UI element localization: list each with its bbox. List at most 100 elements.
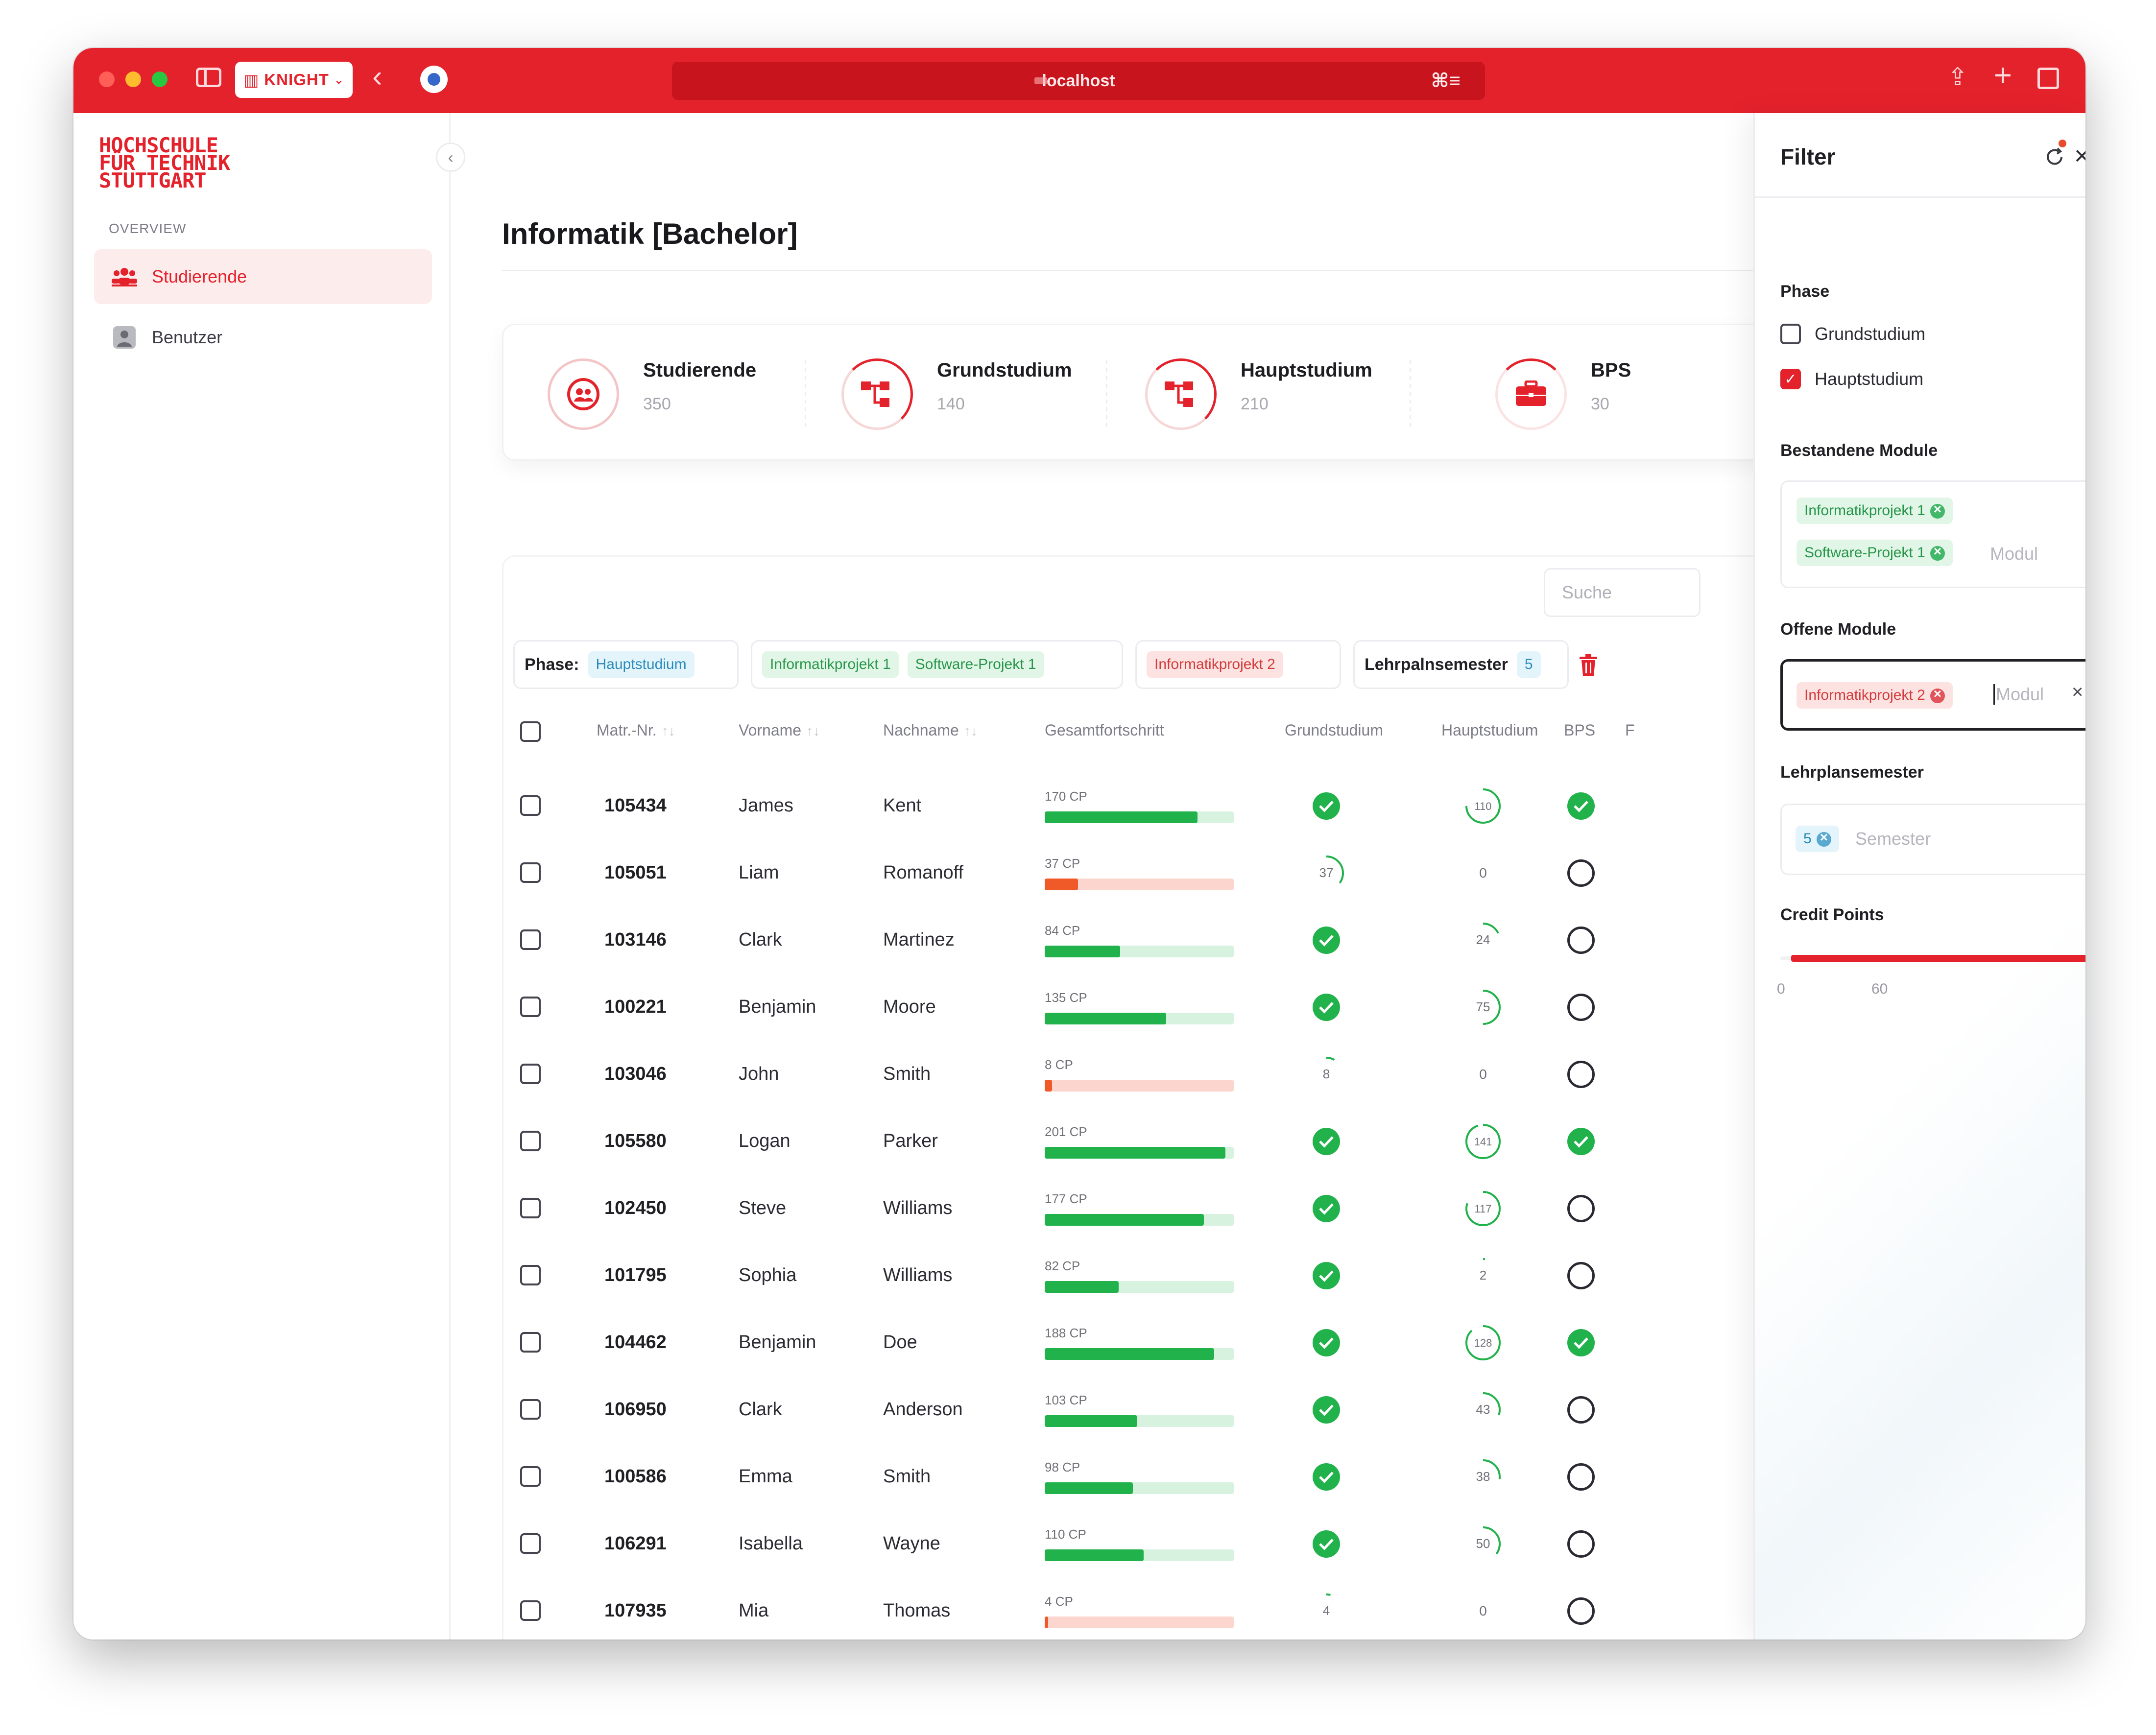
- phase-option-hauptstudium[interactable]: ✓ Hauptstudium: [1780, 369, 1923, 389]
- column-header-vorname[interactable]: Vorname ↑↓: [739, 721, 820, 739]
- module-chip[interactable]: Software-Projekt 1: [1797, 540, 1953, 566]
- sort-icon[interactable]: ↑↓: [661, 723, 675, 738]
- grundstudium-cell: [1297, 1242, 1356, 1309]
- open-circle-icon[interactable]: [1567, 1194, 1595, 1222]
- chip-remove-icon[interactable]: [1930, 686, 1945, 704]
- table-row[interactable]: 103146 Clark Martinez 84 CP 24: [503, 906, 1753, 974]
- phase-option-grundstudium[interactable]: Grundstudium: [1780, 324, 1925, 344]
- table-row[interactable]: 105434 James Kent 170 CP 110: [503, 772, 1753, 839]
- search-input[interactable]: Suche: [1544, 568, 1701, 617]
- column-header-more[interactable]: F: [1625, 721, 1635, 739]
- row-checkbox[interactable]: [520, 929, 541, 950]
- extension-icon[interactable]: [420, 66, 448, 93]
- progress-ring-arc: [1309, 1593, 1344, 1629]
- semester-select[interactable]: 5 Semester ⌄: [1780, 804, 2085, 875]
- row-checkbox[interactable]: [520, 1600, 541, 1621]
- progress-ring: 50: [1465, 1526, 1501, 1562]
- table-row[interactable]: 103046 John Smith 8 CP 8 0: [503, 1041, 1753, 1108]
- tab-overview-icon[interactable]: [2037, 68, 2059, 89]
- open-circle-icon[interactable]: [1567, 1261, 1595, 1289]
- open-circle-icon[interactable]: [1567, 1597, 1595, 1625]
- open-circle-icon[interactable]: [1567, 1396, 1595, 1424]
- clear-icon[interactable]: ×: [2072, 681, 2084, 703]
- active-filter-open-modules[interactable]: Informatikprojekt 2: [1135, 640, 1341, 689]
- module-chip[interactable]: Informatikprojekt 1: [1797, 498, 1953, 524]
- progress-track: [1045, 811, 1234, 823]
- address-bar[interactable]: localhost ⌘≡: [672, 62, 1485, 100]
- select-all-checkbox[interactable]: [520, 721, 541, 742]
- trash-icon[interactable]: [1579, 654, 1598, 676]
- row-checkbox[interactable]: [520, 1265, 541, 1285]
- profile-switcher[interactable]: ▥ KNIGHT ⌄: [235, 62, 353, 98]
- open-circle-icon[interactable]: [1567, 1530, 1595, 1558]
- semester-chip[interactable]: 5: [1796, 826, 1839, 852]
- share-icon[interactable]: ⇪: [1947, 63, 1968, 91]
- column-header-bps[interactable]: BPS: [1564, 721, 1595, 739]
- sort-icon[interactable]: ↑↓: [963, 723, 978, 738]
- reset-icon[interactable]: [2044, 146, 2065, 168]
- table-row[interactable]: 100221 Benjamin Moore 135 CP 75: [503, 974, 1753, 1041]
- column-header-hauptstudium[interactable]: Hauptstudium: [1441, 721, 1538, 739]
- column-header-nachname[interactable]: Nachname ↑↓: [883, 721, 978, 739]
- table-row[interactable]: 100586 Emma Smith 98 CP 38: [503, 1443, 1753, 1510]
- table-row[interactable]: 107935 Mia Thomas 4 CP 4 0: [503, 1577, 1753, 1640]
- table-row[interactable]: 106291 Isabella Wayne 110 CP 50: [503, 1510, 1753, 1577]
- checkbox-checked[interactable]: ✓: [1780, 369, 1801, 389]
- column-header-gesamtfortschritt[interactable]: Gesamtfortschritt: [1045, 721, 1164, 739]
- chip-remove-icon[interactable]: [1930, 544, 1945, 561]
- row-checkbox[interactable]: [520, 1064, 541, 1084]
- table-row[interactable]: 105051 Liam Romanoff 37 CP 37 0: [503, 839, 1753, 906]
- stat-value: 210: [1241, 395, 1269, 413]
- open-circle-icon[interactable]: [1567, 1463, 1595, 1491]
- sidebar-toggle-icon[interactable]: [196, 68, 221, 87]
- table-row[interactable]: 102450 Steve Williams 177 CP 117: [503, 1175, 1753, 1242]
- back-arrow-icon[interactable]: ‹: [372, 60, 383, 94]
- maximize-window-button[interactable]: [152, 71, 168, 87]
- hft-logo[interactable]: HOCHSCHULE FÜR TECHNIK STUTTGART: [99, 135, 230, 191]
- open-circle-icon[interactable]: [1567, 993, 1595, 1021]
- table-row[interactable]: 105580 Logan Parker 201 CP 141: [503, 1108, 1753, 1175]
- row-checkbox[interactable]: [520, 997, 541, 1017]
- table-row[interactable]: 101795 Sophia Williams 82 CP 2: [503, 1242, 1753, 1309]
- row-checkbox[interactable]: [520, 1399, 541, 1420]
- credit-points-slider[interactable]: [1780, 955, 2085, 962]
- minimize-window-button[interactable]: [125, 71, 141, 87]
- row-checkbox[interactable]: [520, 862, 541, 883]
- bps-cell: [1557, 1108, 1605, 1175]
- open-circle-icon[interactable]: [1567, 926, 1595, 954]
- row-checkbox[interactable]: [520, 1533, 541, 1554]
- sidebar-item-label: Benutzer: [152, 327, 223, 347]
- active-filter-phase[interactable]: Phase: Hauptstudium: [513, 640, 739, 689]
- sidebar-item-benutzer[interactable]: Benutzer: [94, 310, 432, 365]
- passed-modules-select[interactable]: Informatikprojekt 1 Software-Projekt 1 M…: [1780, 480, 2085, 588]
- row-checkbox[interactable]: [520, 1198, 541, 1218]
- open-circle-icon[interactable]: [1567, 859, 1595, 887]
- open-modules-select[interactable]: Informatikprojekt 2 Modul × ⌄: [1780, 659, 2085, 731]
- checkbox[interactable]: [1780, 324, 1801, 344]
- chip-remove-icon[interactable]: [1816, 830, 1831, 847]
- module-chip[interactable]: Informatikprojekt 2: [1797, 682, 1953, 709]
- translate-icon[interactable]: ⌘≡: [1431, 70, 1461, 92]
- active-filter-passed-modules[interactable]: Informatikprojekt 1 Software-Projekt 1: [751, 640, 1123, 689]
- table-row[interactable]: 104462 Benjamin Doe 188 CP 128: [503, 1309, 1753, 1376]
- active-filter-semester[interactable]: Lehrpalnsemester 5: [1353, 640, 1569, 689]
- row-checkbox[interactable]: [520, 1332, 541, 1353]
- first-name-cell: Mia: [739, 1600, 769, 1621]
- sort-icon[interactable]: ↑↓: [806, 723, 820, 738]
- new-tab-icon[interactable]: +: [1993, 57, 2012, 93]
- row-checkbox[interactable]: [520, 1131, 541, 1151]
- table-header: Matr.-Nr. ↑↓ Vorname ↑↓ Nachname ↑↓ Gesamtf…: [503, 721, 1753, 751]
- table-row[interactable]: 106950 Clark Anderson 103 CP 43: [503, 1376, 1753, 1443]
- column-header-matrikel[interactable]: Matr.-Nr. ↑↓: [597, 721, 675, 739]
- close-icon[interactable]: ×: [2074, 141, 2085, 170]
- open-circle-icon[interactable]: [1567, 1060, 1595, 1088]
- row-checkbox[interactable]: [520, 1466, 541, 1487]
- slider-range-fill[interactable]: [1791, 955, 2085, 962]
- sidebar-item-studierende[interactable]: Studierende: [94, 249, 432, 304]
- row-checkbox[interactable]: [520, 795, 541, 816]
- chip-remove-icon[interactable]: [1930, 501, 1945, 519]
- collapse-sidebar-button[interactable]: ‹: [436, 143, 465, 172]
- column-header-grundstudium[interactable]: Grundstudium: [1285, 721, 1383, 739]
- progress-ring: 2: [1465, 1258, 1501, 1293]
- close-window-button[interactable]: [99, 71, 115, 87]
